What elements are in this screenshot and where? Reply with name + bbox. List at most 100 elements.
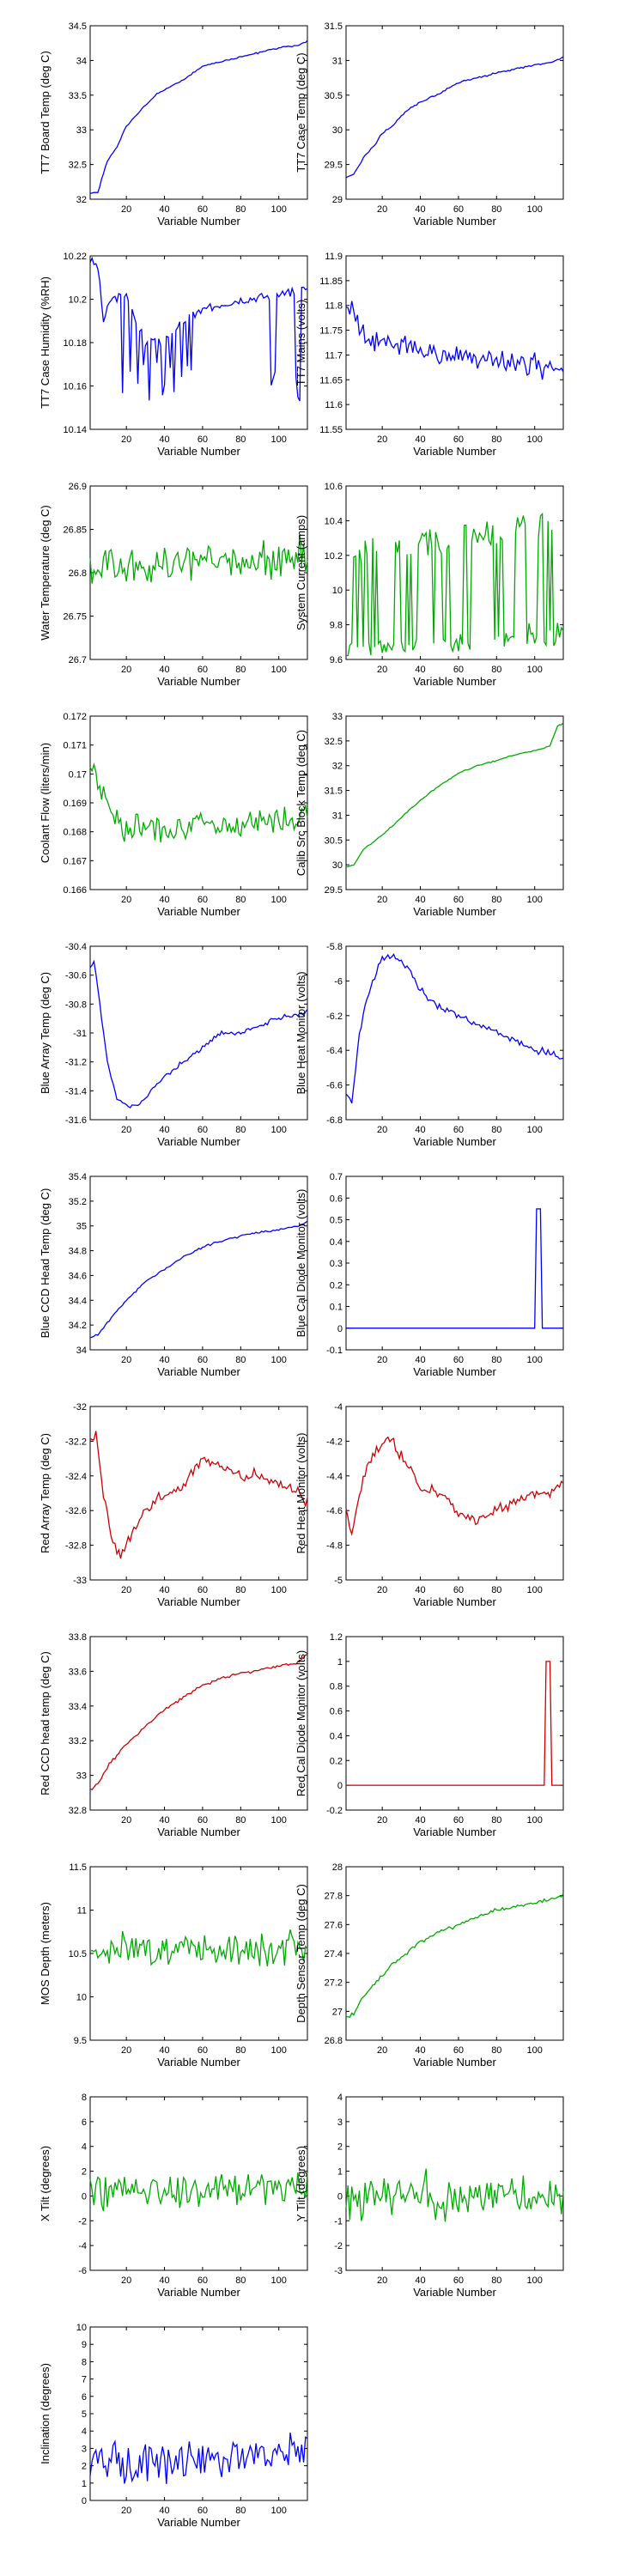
y-tick-label: -5 (334, 1576, 343, 1586)
series-line (89, 959, 308, 1109)
y-tick-label: -0.1 (326, 1346, 343, 1356)
x-tick-label: 80 (491, 895, 501, 905)
chart-21: 20 40 60 80 100 0 1 2 3 4 5 6 7 8 9 10 Variable Number In… (39, 2323, 308, 2529)
y-tick-label: 35.2 (69, 1197, 87, 1207)
y-axis-label: Blue Cal Diode Monitor (volts) (295, 1189, 307, 1338)
y-tick-label: 10.2 (69, 295, 87, 306)
x-axis-label: Variable Number (157, 1365, 240, 1378)
x-tick-label: 80 (235, 1355, 246, 1365)
x-tick-label: 60 (197, 2275, 208, 2286)
y-tick-label: -6.8 (326, 1115, 343, 1126)
x-tick-label: 20 (121, 895, 131, 905)
x-tick-label: 20 (121, 2506, 131, 2516)
x-tick-label: 20 (121, 2045, 131, 2056)
y-tick-label: 4 (82, 2142, 87, 2153)
y-axis-label: Coolant Flow (liters/min) (39, 743, 52, 863)
x-axis-label: Variable Number (413, 2056, 496, 2069)
x-tick-label: 100 (271, 895, 287, 905)
x-tick-label: 80 (491, 2275, 501, 2286)
y-tick-label: 0.168 (63, 828, 87, 838)
y-tick-label: -31 (73, 1029, 87, 1039)
x-tick-label: 40 (415, 1815, 425, 1826)
x-tick-label: 100 (271, 2506, 287, 2516)
plot-frame (345, 1176, 564, 1351)
x-tick-label: 20 (121, 665, 131, 675)
x-tick-label: 60 (197, 1585, 208, 1595)
y-tick-label: 0.2 (330, 1756, 343, 1766)
y-tick-label: 9.6 (330, 655, 343, 665)
y-tick-label: 3 (337, 2117, 343, 2128)
x-tick-label: 60 (197, 2506, 208, 2516)
series-line (346, 1208, 563, 1329)
plot-frame (89, 2326, 308, 2501)
y-tick-label: 11.75 (319, 326, 343, 337)
y-tick-label: 33.5 (69, 91, 87, 101)
series-line (89, 2433, 308, 2484)
y-tick-label: 27 (332, 2007, 343, 2017)
chart-2: 20 40 60 80 100 29 29.5 30 30.5 31 31.5 Variable Nu… (295, 21, 564, 228)
x-tick-label: 60 (453, 665, 464, 675)
y-tick-label: 34.8 (69, 1247, 87, 1257)
x-axis-label: Variable Number (157, 2516, 240, 2529)
x-tick-label: 20 (377, 2045, 387, 2056)
series-line (345, 301, 564, 380)
x-tick-label: 80 (491, 434, 501, 445)
y-axis-label: System Current (amps) (295, 515, 307, 630)
plot-frame (89, 1176, 308, 1351)
chart-18: 20 40 60 80 100 26.8 27 27.2 27.4 27.6 27.8 28 Varia… (295, 1862, 564, 2069)
y-tick-label: 9.8 (330, 621, 343, 631)
y-tick-label: 33.8 (69, 1632, 87, 1643)
x-axis-label: Variable Number (157, 2286, 240, 2299)
y-tick-label: 10.5 (69, 1949, 87, 1959)
x-tick-label: 60 (453, 204, 464, 215)
plot-frame (89, 715, 308, 890)
y-tick-label: 33 (76, 1771, 87, 1782)
series-line (89, 1653, 308, 1790)
x-tick-label: 40 (159, 2506, 169, 2516)
chart-9: 20 40 60 80 100 -31.6 -31.4 -31.2 -31 -30.8 -30.6 -… (39, 942, 308, 1148)
chart-12: 20 40 60 80 100 -0.1 0 0.1 0.2 0.3 0.4 0.5 0.6 0.7 Var… (295, 1172, 564, 1378)
x-axis-label: Variable Number (157, 2056, 240, 2069)
y-tick-label: -2 (334, 2241, 343, 2251)
x-tick-label: 100 (527, 1355, 543, 1365)
y-tick-label: 32.5 (325, 737, 343, 747)
x-tick-label: 40 (415, 1585, 425, 1595)
x-tick-label: 40 (159, 895, 169, 905)
x-tick-label: 60 (197, 1355, 208, 1365)
x-tick-label: 20 (377, 434, 387, 445)
y-tick-label: 29.5 (325, 161, 343, 171)
x-tick-label: 40 (415, 2045, 425, 2056)
x-tick-label: 40 (159, 1125, 169, 1135)
y-axis-label: Red Cal Diode Monitor (volts) (295, 1650, 307, 1797)
y-tick-label: 26.9 (69, 482, 87, 492)
plot-frame (345, 2096, 564, 2271)
x-tick-label: 40 (415, 1125, 425, 1135)
plot-frame (345, 1406, 564, 1581)
chart-20: 20 40 60 80 100 -3 -2 -1 0 1 2 3 4 Variable Number Y T… (295, 2093, 564, 2299)
y-tick-label: 7 (82, 2375, 87, 2385)
y-tick-label: -32.2 (65, 1437, 87, 1447)
y-tick-label: 31 (332, 56, 343, 66)
y-tick-label: 2 (82, 2167, 87, 2178)
x-tick-label: 20 (121, 2275, 131, 2286)
x-tick-label: 20 (377, 1355, 387, 1365)
x-tick-label: 40 (415, 665, 425, 675)
y-tick-label: -32.6 (65, 1506, 87, 1516)
y-tick-label: 10.4 (325, 516, 343, 526)
plot-frame (89, 1866, 308, 2041)
y-tick-label: -6.6 (326, 1081, 343, 1091)
x-tick-label: 20 (377, 2275, 387, 2286)
x-axis-label: Variable Number (413, 1826, 496, 1838)
y-tick-label: 30.5 (325, 91, 343, 101)
y-tick-label: 30 (332, 860, 343, 871)
series-line (346, 512, 564, 657)
y-tick-label: 10.6 (325, 482, 343, 492)
chart-3: 20 40 60 80 100 10.14 10.16 10.18 10.2 10.22 Varia… (39, 252, 308, 458)
y-tick-label: 0 (337, 1781, 343, 1791)
y-tick-label: 0.5 (330, 1216, 343, 1226)
x-tick-label: 80 (491, 1815, 501, 1826)
y-tick-label: 32.8 (69, 1806, 87, 1816)
x-axis-label: Variable Number (413, 215, 496, 228)
x-tick-label: 80 (235, 665, 246, 675)
